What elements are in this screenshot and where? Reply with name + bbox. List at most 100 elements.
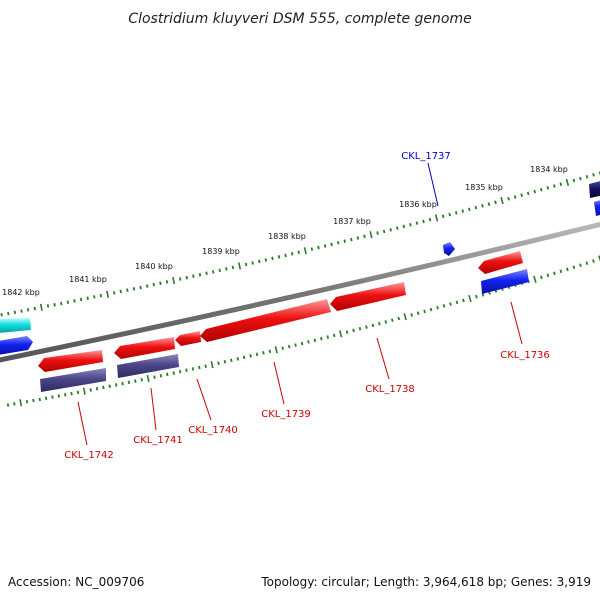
minor-tick (95, 386, 99, 391)
label-ckl-1736[interactable]: CKL_1736 (500, 350, 550, 361)
minor-tick (592, 173, 595, 177)
minor-tick (475, 294, 478, 299)
minor-tick (38, 397, 41, 402)
kbp-label-1842: 1842 kbp (2, 288, 40, 297)
major-tick (303, 247, 307, 255)
minor-tick (436, 305, 439, 310)
leader-ckl-1736 (510, 301, 523, 345)
minor-tick (539, 187, 543, 192)
minor-tick (25, 399, 29, 404)
gene-ckl-1737[interactable] (443, 242, 455, 256)
minor-tick (140, 378, 143, 382)
minor-tick (277, 255, 281, 259)
minor-tick (198, 272, 202, 277)
accession-text: Accession: NC_009706 (8, 575, 144, 589)
major-tick (210, 361, 214, 369)
minor-tick (579, 263, 582, 268)
minor-tick (356, 236, 360, 240)
minor-tick (166, 372, 169, 377)
minor-tick (397, 316, 401, 321)
minor-tick (468, 207, 471, 212)
minor-tick (462, 298, 465, 303)
gene-ckl-1736-forward[interactable] (478, 251, 523, 274)
minor-tick (343, 239, 347, 243)
minor-tick (51, 395, 54, 399)
minor-tick (494, 200, 497, 205)
minor-tick (271, 256, 274, 261)
minor-tick (64, 393, 67, 397)
major-tick (369, 231, 373, 239)
minor-tick (32, 398, 35, 403)
minor-tick (178, 369, 182, 374)
gene-ckl-1736-reverse[interactable] (481, 269, 529, 294)
minor-tick (205, 271, 208, 276)
gene-ckl-1741-reverse[interactable] (117, 354, 179, 378)
minor-tick (127, 380, 131, 385)
minor-tick (185, 368, 188, 373)
minor-tick (281, 346, 284, 350)
leader-lines (77, 162, 523, 446)
minor-tick (159, 281, 162, 286)
label-ckl-1737[interactable]: CKL_1737 (401, 151, 451, 162)
minor-tick (225, 267, 228, 271)
minor-tick (139, 285, 142, 290)
gene-features[interactable] (0, 180, 600, 392)
minor-tick (86, 296, 89, 300)
minor-tick (262, 351, 265, 355)
gene-ckl-1742-reverse[interactable] (40, 368, 106, 392)
gene-navy-right[interactable] (589, 180, 600, 198)
minor-tick (449, 302, 452, 306)
kbp-label-1841: 1841 kbp (69, 275, 107, 284)
minor-tick (236, 357, 239, 361)
gene-ckl-1739[interactable] (200, 299, 331, 342)
minor-tick (585, 174, 589, 179)
gene-ckl-1738[interactable] (330, 282, 406, 311)
leader-ckl-1738 (376, 337, 390, 380)
minor-tick (454, 211, 458, 215)
kbp-label-1837: 1837 kbp (333, 217, 371, 226)
minor-tick (6, 403, 10, 407)
minor-tick (474, 205, 478, 210)
kbp-label-1836: 1836 kbp (399, 200, 437, 209)
minor-tick (249, 354, 252, 358)
minor-tick (76, 390, 80, 395)
minor-tick (513, 195, 517, 199)
minor-tick (585, 261, 589, 265)
minor-tick (507, 196, 510, 201)
minor-tick (13, 310, 17, 315)
gene-ckl-1741-forward[interactable] (114, 337, 175, 359)
major-tick (500, 196, 504, 205)
minor-tick (121, 381, 124, 386)
label-ckl-1739[interactable]: CKL_1739 (261, 409, 311, 420)
label-ckl-1742[interactable]: CKL_1742 (64, 450, 114, 461)
minor-tick (185, 275, 189, 280)
minor-tick (73, 299, 76, 303)
minor-tick (70, 391, 73, 396)
gene-blue-right[interactable] (594, 199, 600, 216)
minor-tick (268, 349, 272, 354)
leader-ckl-1742 (77, 401, 88, 446)
label-ckl-1738[interactable]: CKL_1738 (365, 384, 415, 395)
gene-ckl-1740[interactable] (175, 331, 201, 346)
minor-tick (384, 320, 388, 324)
minor-tick (66, 300, 70, 304)
minor-tick (553, 271, 556, 276)
major-tick (82, 387, 86, 395)
gene-ckl-1742-forward[interactable] (38, 350, 103, 372)
minor-tick (297, 250, 300, 255)
major-tick (598, 255, 600, 262)
gene-blue-left[interactable] (0, 336, 33, 355)
gene-cyan-left[interactable] (0, 318, 31, 333)
label-ckl-1741[interactable]: CKL_1741 (133, 435, 183, 446)
minor-tick (145, 284, 149, 288)
minor-tick (553, 184, 556, 188)
minor-tick (390, 318, 394, 322)
minor-tick (307, 340, 310, 344)
minor-tick (112, 291, 116, 295)
minor-tick (0, 313, 3, 317)
label-ckl-1740[interactable]: CKL_1740 (188, 425, 238, 436)
major-tick (565, 178, 570, 186)
minor-tick (244, 262, 248, 267)
minor-tick (230, 358, 233, 363)
